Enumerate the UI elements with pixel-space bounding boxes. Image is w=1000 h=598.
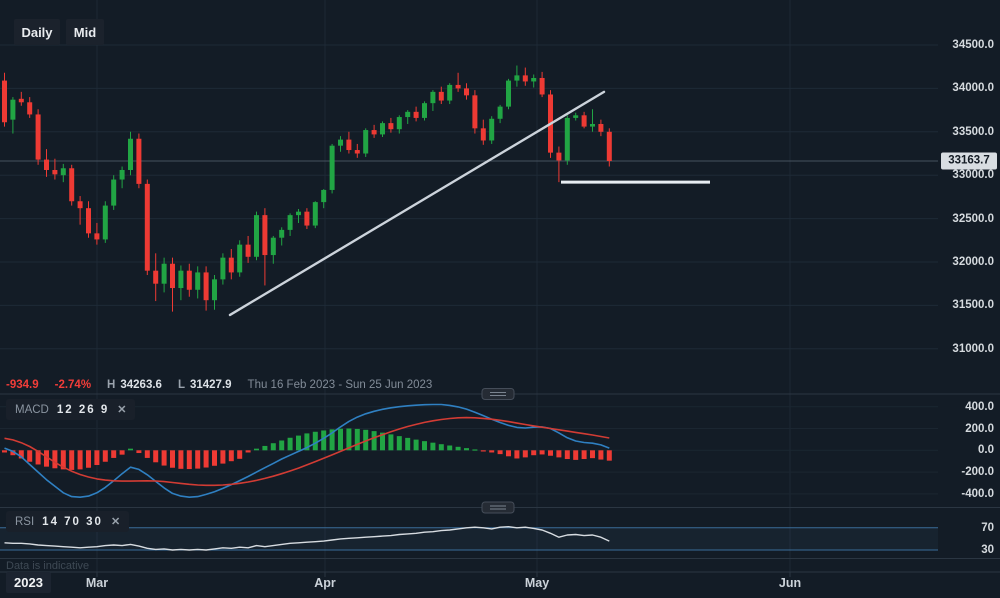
rsi-axis-tick: 70 <box>981 521 994 534</box>
data-indicative-note: Data is indicative <box>6 560 90 572</box>
price-axis-tick: 31000.0 <box>952 342 994 355</box>
low-label: L <box>177 378 185 391</box>
rsi-line <box>4 526 610 551</box>
price-axis-tick: 31500.0 <box>952 299 994 312</box>
macd-close-icon[interactable]: ✕ <box>117 404 127 416</box>
time-axis-month-apr: Apr <box>314 576 336 590</box>
instrument-stats-bar: -934.9 -2.74% H 34263.6 L 31427.9 Thu 16… <box>6 377 432 392</box>
timeframe-daily-button[interactable]: Daily <box>14 19 60 45</box>
macd-axis-tick: -400.0 <box>961 487 994 500</box>
macd-line <box>4 403 610 499</box>
rsi-close-icon[interactable]: ✕ <box>110 516 121 528</box>
time-axis-month-jun: Jun <box>778 576 802 590</box>
macd-histogram <box>2 428 612 470</box>
macd-indicator-name: MACD <box>15 403 49 416</box>
time-axis-month-mar: Mar <box>85 576 109 590</box>
price-axis-tick: 34000.0 <box>952 82 994 95</box>
price-axis-tick: 32500.0 <box>952 212 994 225</box>
price-change-value: -934.9 <box>6 378 39 391</box>
macd-axis-tick: 400.0 <box>965 400 994 413</box>
rsi-axis-tick: 30 <box>981 544 994 556</box>
candlestick-series <box>2 65 612 312</box>
time-axis-month-may: May <box>524 576 550 590</box>
rsi-indicator-name: RSI <box>15 515 35 528</box>
rsi-indicator-legend[interactable]: RSI 14 70 30 ✕ <box>6 511 130 532</box>
high-stat: H 34263.6 <box>107 379 162 391</box>
low-value: 31427.9 <box>189 378 232 391</box>
macd-axis-tick: 200.0 <box>965 422 994 435</box>
macd-signal-line <box>4 416 610 487</box>
gridlines <box>0 0 938 577</box>
visible-date-range: Thu 16 Feb 2023 - Sun 25 Jun 2023 <box>247 378 433 391</box>
macd-axis-tick: -200.0 <box>961 466 994 479</box>
low-stat: L 31427.9 <box>178 379 232 391</box>
timeframe-mid-button[interactable]: Mid <box>66 19 104 45</box>
current-price-tag: 33163.7 <box>941 152 997 170</box>
high-value: 34263.6 <box>120 378 162 391</box>
price-axis-tick: 34500.0 <box>952 39 994 51</box>
trend-line-drawing[interactable] <box>228 90 606 317</box>
time-axis-year: 2023 <box>6 572 51 593</box>
price-axis-tick: 33000.0 <box>952 169 994 182</box>
macd-panel-resize-handle[interactable] <box>481 388 515 400</box>
macd-indicator-params: 12 26 9 <box>56 403 110 416</box>
rsi-panel-resize-handle[interactable] <box>481 501 515 514</box>
macd-indicator-legend[interactable]: MACD 12 26 9 ✕ <box>6 399 136 420</box>
price-change-percent: -2.74% <box>54 378 92 391</box>
price-axis-tick: 33500.0 <box>952 125 994 138</box>
price-axis-tick: 32000.0 <box>952 256 994 268</box>
high-label: H <box>107 378 116 391</box>
rsi-indicator-params: 14 70 30 <box>42 515 103 528</box>
macd-axis-tick: 0.0 <box>978 444 994 457</box>
